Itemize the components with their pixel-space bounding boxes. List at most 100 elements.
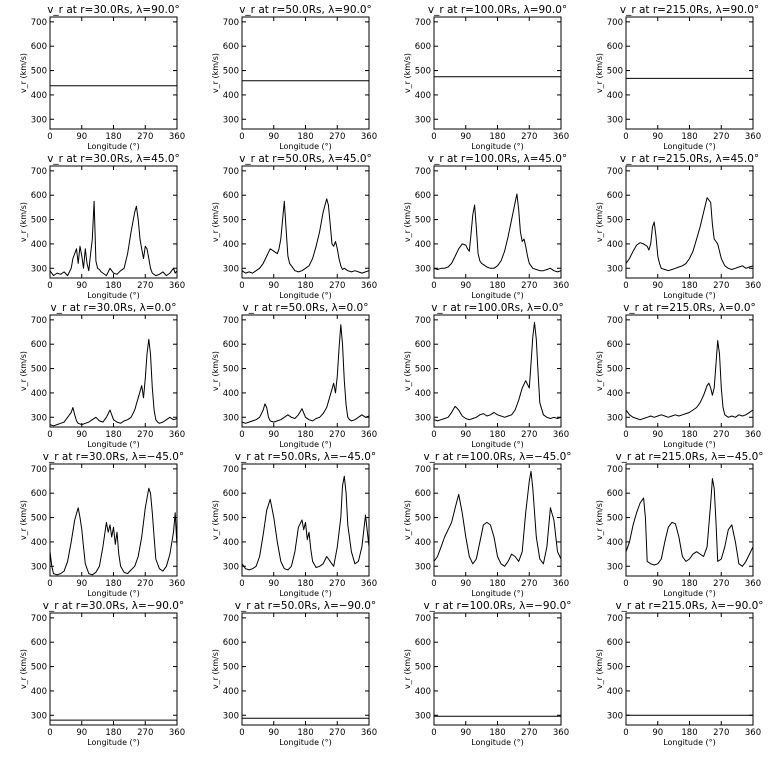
x-tick-label: 360 (169, 579, 185, 589)
y-tick-label: 300 (415, 711, 431, 721)
panel-title: v_r at r=50.0Rs, λ=45.0° (239, 153, 372, 165)
x-tick-label: 180 (105, 728, 121, 738)
y-tick-label: 700 (607, 465, 623, 475)
x-tick-label: 270 (521, 579, 537, 589)
y-tick-label: 600 (607, 42, 623, 52)
panel-1-1: v_r at r=50.0Rs, λ=45.0° 0 90 180 270 360 300 4… (211, 153, 377, 300)
x-tick-label: 360 (169, 728, 185, 738)
x-tick-label: 90 (76, 430, 87, 440)
y-tick-label: 500 (415, 663, 431, 673)
x-tick-label: 360 (361, 728, 377, 738)
x-tick-label: 360 (553, 281, 569, 291)
y-tick-label: 700 (31, 465, 47, 475)
y-tick-label: 400 (31, 91, 47, 101)
y-tick-label: 300 (223, 264, 239, 274)
y-tick-label: 500 (415, 365, 431, 375)
y-axis-label: v_r (km/s) (211, 500, 220, 540)
x-tick-label: 270 (521, 281, 537, 291)
x-tick-label: 90 (652, 281, 663, 291)
x-tick-label: 90 (652, 430, 663, 440)
x-tick-label: 180 (297, 430, 313, 440)
y-tick-label: 700 (607, 316, 623, 326)
y-tick-label: 600 (31, 638, 47, 648)
y-axis-label: v_r (km/s) (19, 202, 28, 242)
panel-title: v_r at r=215.0Rs, λ=−90.0° (615, 600, 763, 612)
x-tick-label: 360 (553, 430, 569, 440)
x-tick-label: 180 (681, 132, 697, 142)
x-tick-label: 180 (681, 728, 697, 738)
panel-2-3: v_r at r=215.0Rs, λ=0.0° 0 90 180 270 360 300 4… (595, 302, 761, 449)
y-tick-label: 500 (415, 514, 431, 524)
plot-frame (625, 165, 754, 279)
y-tick-label: 500 (223, 514, 239, 524)
y-tick-label: 700 (31, 614, 47, 624)
x-tick-label: 270 (137, 430, 153, 440)
y-tick-label: 600 (415, 42, 431, 52)
panel-title: v_r at r=30.0Rs, λ=−45.0° (43, 451, 184, 463)
x-tick-label: 270 (713, 132, 729, 142)
x-tick-label: 0 (47, 579, 52, 589)
y-tick-label: 600 (31, 489, 47, 499)
y-tick-label: 300 (31, 413, 47, 423)
x-tick-label: 270 (329, 132, 345, 142)
y-axis-label: v_r (km/s) (19, 500, 28, 540)
x-axis-label: Longitude (°) (663, 589, 716, 598)
panel-4-0: v_r at r=30.0Rs, λ=−90.0° 0 90 180 270 360 300… (19, 600, 185, 747)
series-line (625, 197, 754, 272)
x-tick-label: 360 (745, 132, 761, 142)
x-tick-label: 180 (297, 132, 313, 142)
y-tick-label: 400 (607, 538, 623, 548)
plot-frame (433, 612, 562, 726)
x-axis-label: Longitude (°) (663, 291, 716, 300)
y-tick-label: 300 (223, 115, 239, 125)
y-tick-label: 300 (31, 264, 47, 274)
x-tick-label: 0 (623, 728, 628, 738)
x-tick-label: 360 (745, 281, 761, 291)
x-axis-label: Longitude (°) (279, 440, 332, 449)
x-tick-label: 0 (239, 132, 244, 142)
x-tick-label: 180 (105, 430, 121, 440)
y-tick-label: 700 (607, 167, 623, 177)
y-tick-label: 300 (31, 711, 47, 721)
y-tick-label: 700 (31, 167, 47, 177)
plot-frame (625, 16, 754, 130)
y-tick-label: 500 (607, 365, 623, 375)
x-tick-label: 180 (489, 579, 505, 589)
y-tick-label: 400 (223, 687, 239, 697)
x-tick-label: 180 (105, 132, 121, 142)
plot-frame (625, 612, 754, 726)
series-line (241, 324, 370, 424)
panel-4-2: v_r at r=100.0Rs, λ=−90.0° 0 90 180 270 360 30… (403, 600, 572, 747)
panel-title: v_r at r=215.0Rs, λ=45.0° (620, 153, 759, 165)
y-tick-label: 300 (607, 413, 623, 423)
y-axis-label: v_r (km/s) (595, 53, 604, 93)
y-tick-label: 700 (415, 18, 431, 28)
x-tick-label: 180 (297, 281, 313, 291)
x-tick-label: 270 (137, 132, 153, 142)
x-tick-label: 270 (329, 281, 345, 291)
x-tick-label: 0 (431, 281, 436, 291)
y-tick-label: 400 (31, 687, 47, 697)
y-tick-label: 500 (415, 67, 431, 77)
y-tick-label: 600 (415, 340, 431, 350)
x-tick-label: 270 (521, 728, 537, 738)
y-tick-label: 300 (607, 115, 623, 125)
y-tick-label: 600 (223, 340, 239, 350)
y-tick-label: 500 (31, 67, 47, 77)
panel-title: v_r at r=50.0Rs, λ=90.0° (239, 4, 372, 16)
plot-frame (433, 16, 562, 130)
x-axis-label: Longitude (°) (279, 142, 332, 151)
y-tick-label: 500 (223, 216, 239, 226)
x-tick-label: 90 (76, 579, 87, 589)
panel-2-1: v_r at r=50.0Rs, λ=0.0° 0 90 180 270 360 300 40… (211, 302, 377, 449)
series-line (49, 487, 178, 576)
x-axis-label: Longitude (°) (663, 440, 716, 449)
x-tick-label: 270 (137, 728, 153, 738)
y-axis-label: v_r (km/s) (595, 202, 604, 242)
x-axis-label: Longitude (°) (471, 142, 524, 151)
x-tick-label: 360 (169, 281, 185, 291)
plot-frame (49, 612, 178, 726)
panel-1-0: v_r at r=30.0Rs, λ=45.0° 0 90 180 270 360 300 4… (19, 153, 185, 300)
x-tick-label: 270 (713, 281, 729, 291)
